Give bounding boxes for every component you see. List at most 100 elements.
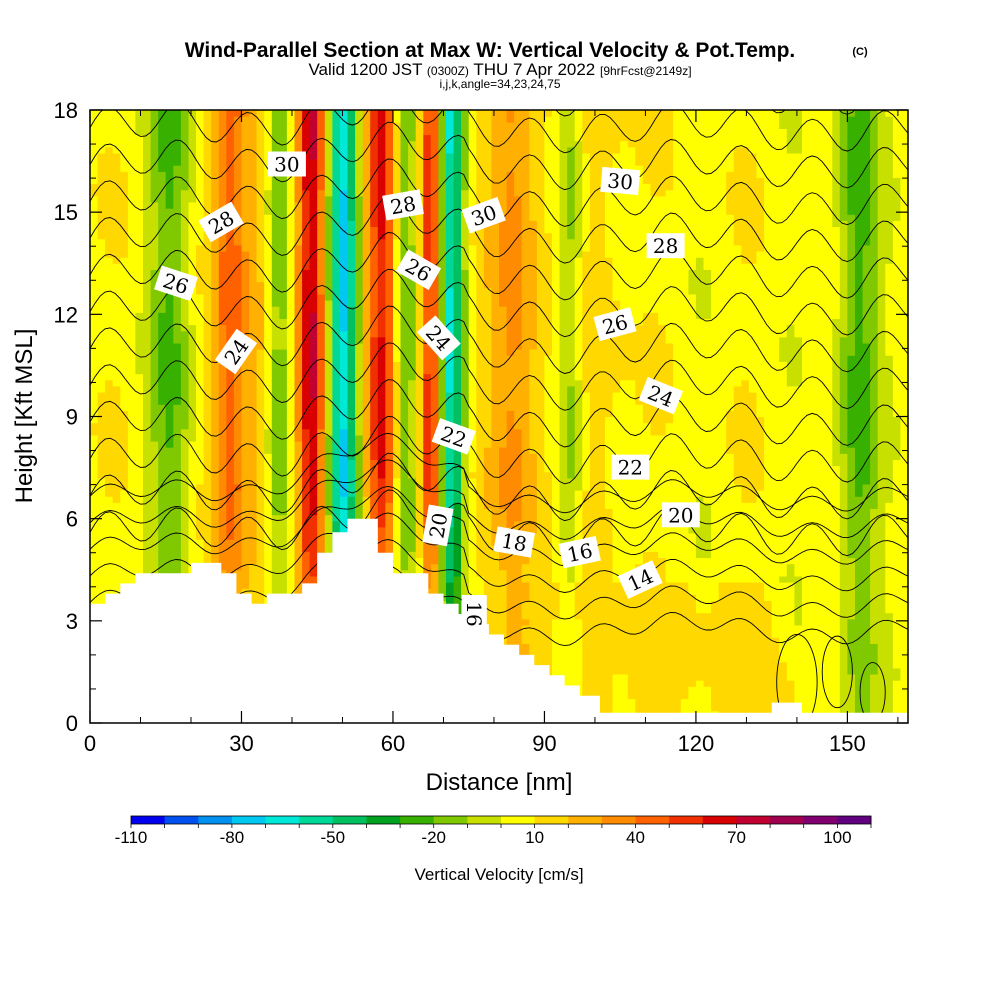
velocity-cell (90, 385, 99, 393)
velocity-cell (173, 355, 182, 362)
velocity-cell (362, 263, 371, 270)
velocity-cell (302, 336, 311, 344)
velocity-cell (203, 428, 212, 436)
velocity-cell (438, 410, 447, 418)
velocity-cell (105, 202, 114, 209)
velocity-cell (241, 202, 250, 209)
velocity-cell (362, 208, 371, 215)
velocity-cell (408, 324, 417, 332)
velocity-cell (218, 533, 227, 540)
velocity-cell (430, 220, 439, 227)
velocity-cell (324, 336, 333, 344)
velocity-cell (339, 496, 349, 503)
velocity-cell (453, 110, 462, 117)
velocity-cell (226, 275, 235, 283)
velocity-cell (127, 545, 137, 552)
velocity-cell (302, 557, 311, 565)
velocity-cell (127, 508, 137, 516)
velocity-cell (226, 551, 235, 559)
velocity-cell (264, 287, 273, 295)
velocity-cell (377, 226, 386, 234)
velocity-cell (135, 367, 144, 375)
velocity-cell (347, 177, 356, 185)
velocity-cell (400, 232, 409, 240)
velocity-cell (393, 312, 402, 319)
velocity-cell (332, 520, 341, 528)
velocity-cell (408, 539, 417, 546)
velocity-cell (438, 588, 447, 595)
velocity-cell (446, 471, 455, 479)
velocity-cell (400, 165, 409, 172)
velocity-cell (188, 244, 197, 252)
velocity-cell (158, 379, 167, 387)
velocity-cell (453, 122, 462, 129)
velocity-cell (188, 238, 197, 246)
velocity-cell (196, 122, 205, 129)
velocity-cell (256, 152, 265, 160)
velocity-cell (279, 392, 288, 399)
velocity-cell (355, 232, 364, 240)
velocity-cell (339, 189, 349, 197)
velocity-cell (90, 342, 99, 350)
velocity-cell (127, 502, 137, 509)
velocity-cell (317, 318, 326, 326)
velocity-cell (430, 569, 439, 577)
velocity-cell (196, 367, 205, 375)
velocity-cell (218, 269, 227, 277)
velocity-cell (355, 342, 364, 350)
velocity-cell (112, 122, 121, 129)
velocity-cell (264, 434, 273, 442)
velocity-cell (309, 300, 318, 307)
velocity-cell (143, 171, 152, 178)
velocity-cell (120, 171, 129, 178)
velocity-cell (324, 300, 333, 307)
velocity-cell (286, 545, 296, 552)
velocity-cell (309, 459, 318, 467)
velocity-cell (196, 379, 205, 387)
velocity-cell (127, 551, 137, 559)
velocity-cell (264, 471, 273, 479)
velocity-cell (120, 183, 129, 191)
velocity-cell (150, 306, 159, 313)
velocity-cell (438, 373, 447, 381)
velocity-cell (317, 496, 326, 503)
velocity-cell (97, 514, 106, 522)
velocity-cell (203, 342, 212, 350)
velocity-cell (438, 569, 447, 577)
velocity-cell (279, 220, 288, 227)
velocity-cell (105, 269, 114, 277)
velocity-cell (294, 483, 303, 491)
velocity-cell (332, 434, 341, 442)
velocity-cell (97, 563, 106, 571)
velocity-cell (256, 496, 265, 503)
velocity-cell (423, 122, 432, 129)
velocity-cell (393, 134, 402, 142)
velocity-cell (294, 293, 303, 301)
velocity-cell (377, 471, 386, 479)
velocity-cell (339, 465, 349, 473)
velocity-cell (105, 318, 114, 326)
velocity-cell (249, 275, 258, 283)
velocity-cell (302, 171, 311, 178)
velocity-cell (226, 557, 235, 565)
velocity-cell (279, 349, 288, 356)
velocity-cell (105, 441, 114, 448)
velocity-cell (127, 251, 137, 258)
velocity-cell (90, 508, 99, 516)
velocity-cell (150, 183, 159, 191)
velocity-cell (271, 367, 280, 375)
velocity-cell (165, 122, 174, 129)
velocity-cell (143, 514, 152, 522)
velocity-cell (370, 483, 379, 491)
velocity-cell (317, 385, 326, 393)
velocity-cell (423, 410, 432, 418)
velocity-cell (377, 410, 386, 418)
velocity-cell (127, 177, 137, 185)
velocity-cell (279, 330, 288, 338)
velocity-cell (127, 232, 137, 240)
velocity-cell (256, 165, 265, 172)
velocity-cell (446, 404, 455, 411)
velocity-cell (377, 453, 386, 460)
velocity-cell (241, 557, 250, 565)
velocity-cell (385, 471, 394, 479)
